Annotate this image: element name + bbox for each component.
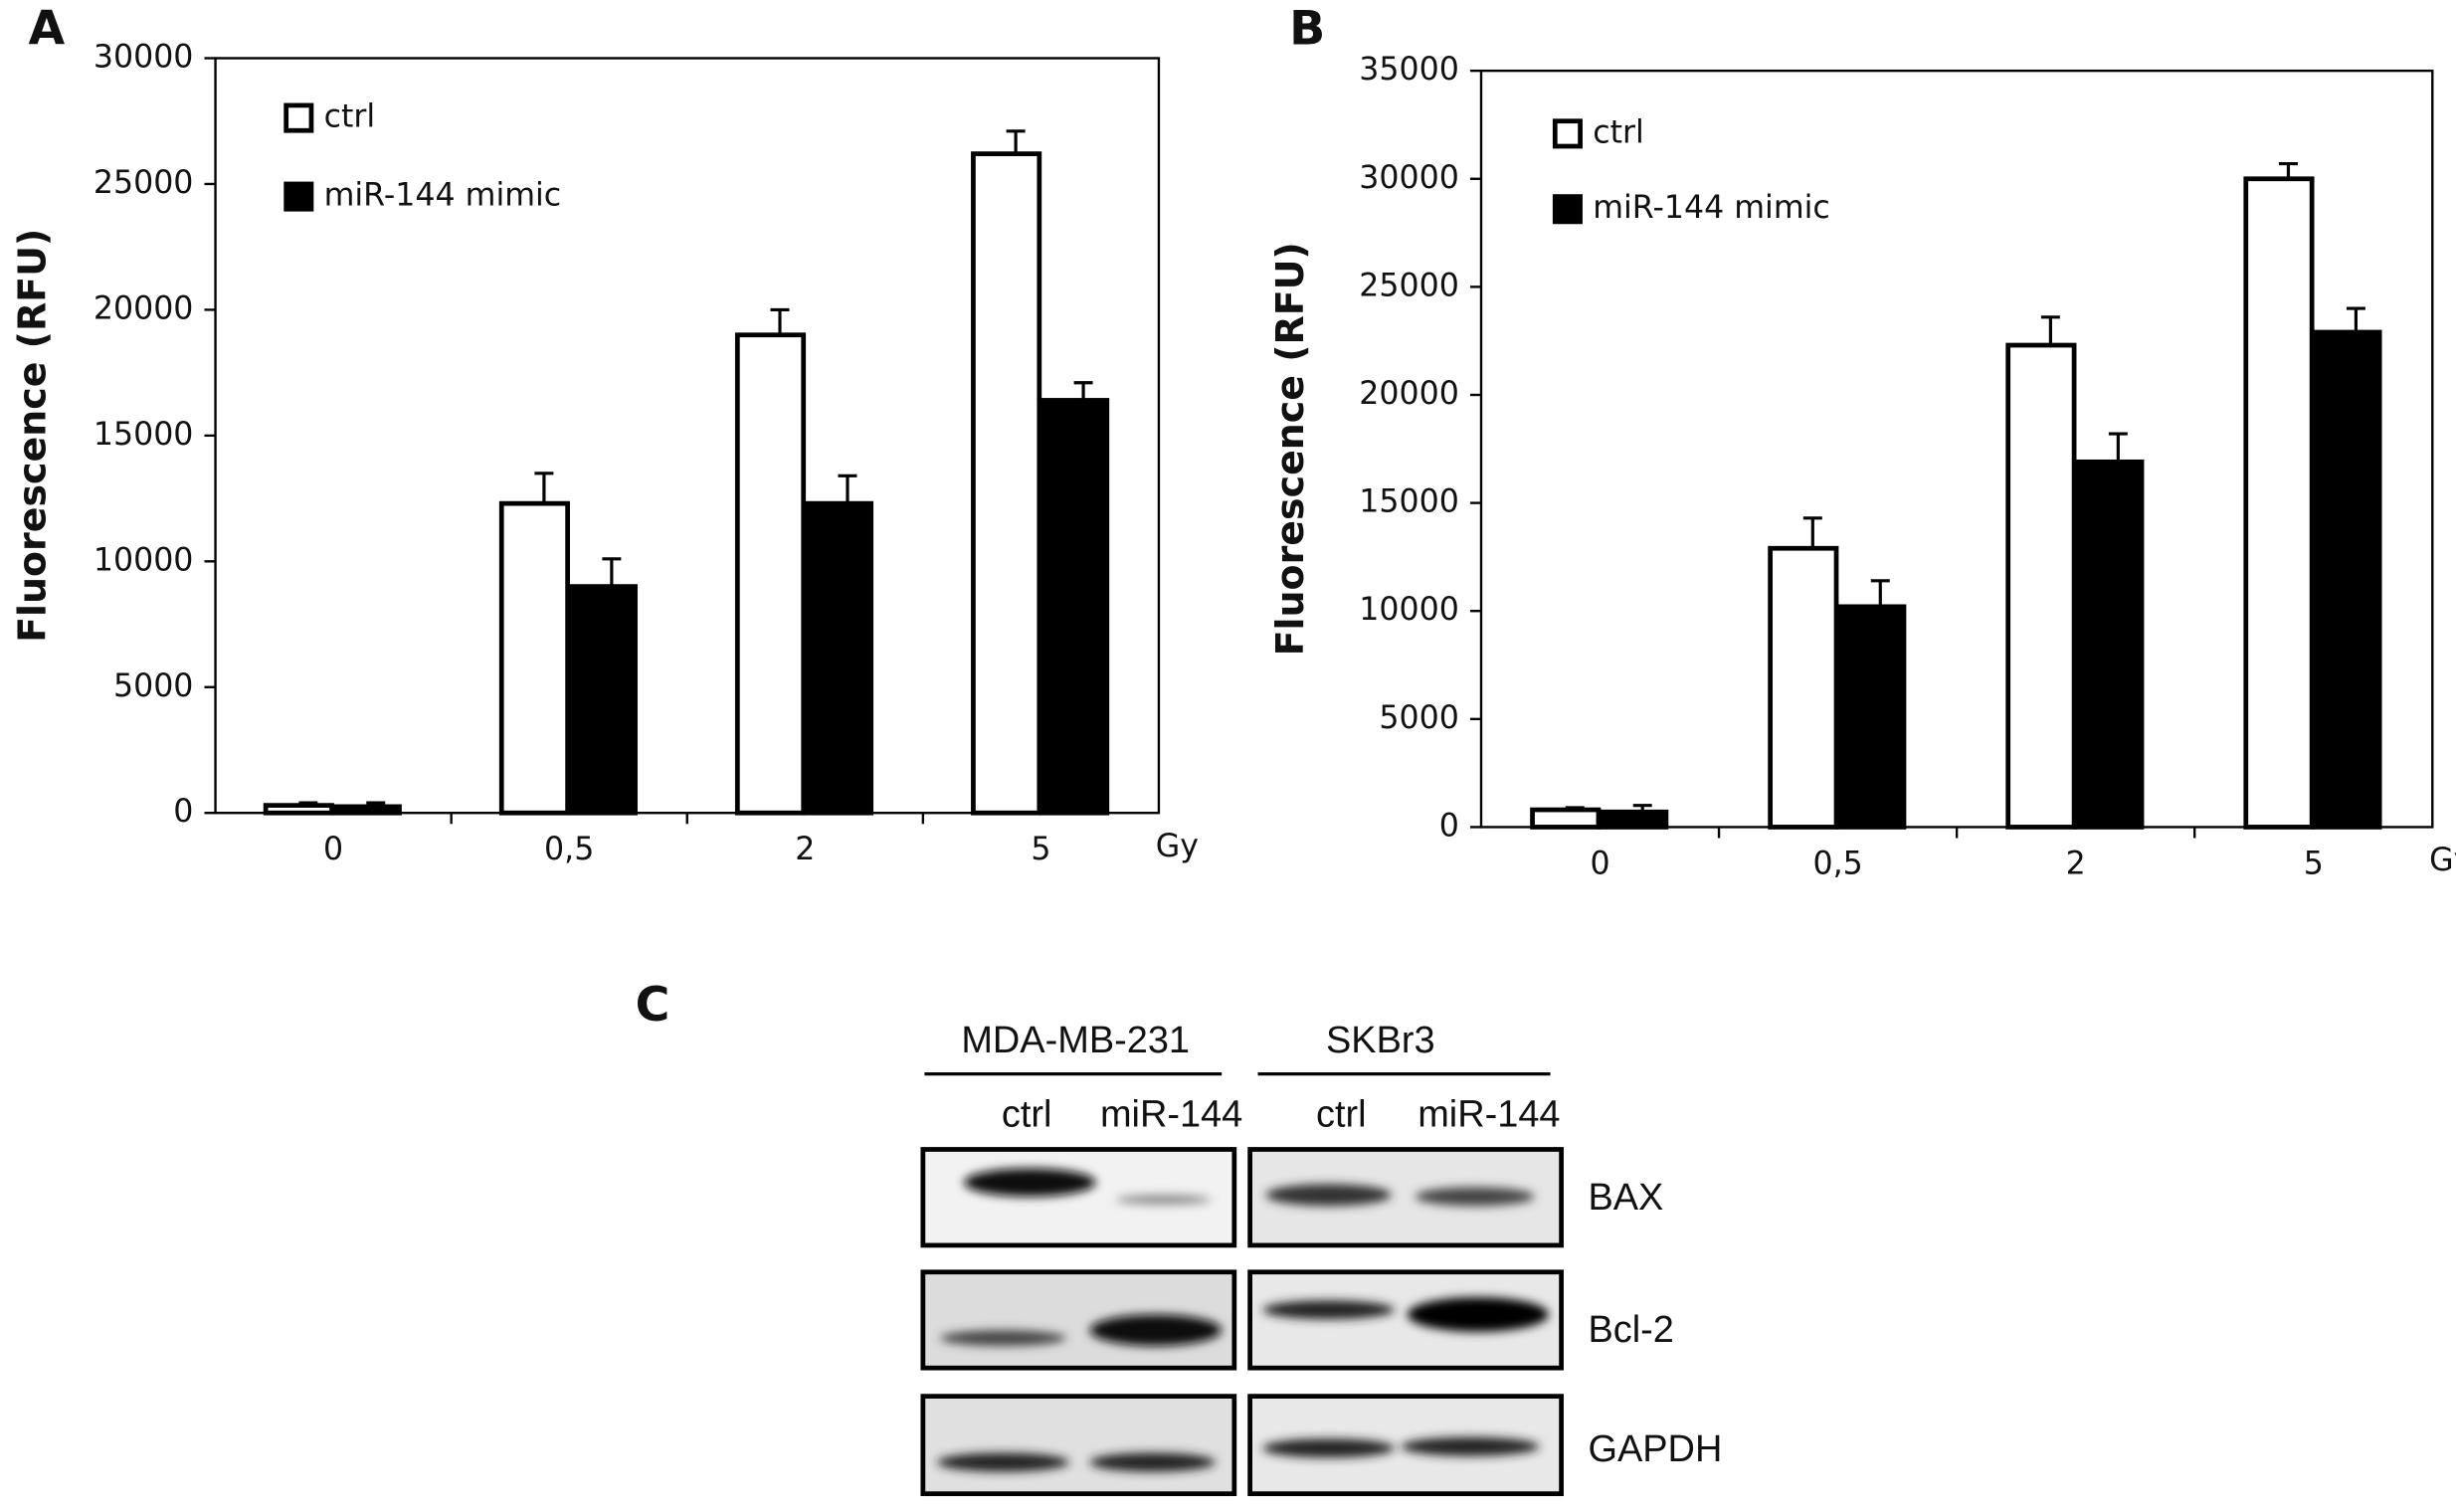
band: [937, 1452, 1069, 1472]
bar: [263, 803, 334, 816]
panel-label: B: [1289, 2, 1325, 57]
error-bar: [1632, 804, 1652, 813]
panel-label: C: [636, 978, 670, 1033]
x-tick-label: 5: [1031, 832, 1050, 867]
y-tick-label: 35000: [1359, 52, 1459, 88]
x-tick-label: 0,5: [544, 832, 594, 867]
western-blot: C MDA-MB-231 SKBr3 ctrl miR-144 ctrl miR…: [636, 978, 1722, 1497]
band: [1415, 1187, 1535, 1207]
legend-label: miR-144 mimic: [324, 178, 562, 214]
x-tick-label: 2: [795, 832, 815, 867]
band: [1401, 1436, 1540, 1456]
row-label: BAX: [1588, 1177, 1663, 1219]
error-bar: [2108, 432, 2128, 463]
band: [1262, 1438, 1396, 1458]
band: [940, 1330, 1066, 1347]
error-bar: [534, 472, 554, 504]
blot-box: [920, 1394, 1237, 1497]
y-tick-label: 10000: [94, 542, 194, 578]
band: [1116, 1195, 1212, 1205]
bar: [1768, 545, 1839, 830]
y-tick-label: 5000: [113, 668, 193, 704]
legend-swatch: [283, 181, 314, 212]
y-tick-label: 15000: [94, 417, 194, 453]
y-tick-label: 10000: [1359, 592, 1459, 628]
error-bar: [2040, 315, 2060, 346]
y-tick-label: 30000: [1359, 160, 1459, 196]
y-tick-label: 20000: [94, 290, 194, 326]
bar: [2073, 459, 2145, 830]
bar: [2005, 342, 2077, 830]
bar: [1039, 398, 1110, 816]
error-bar: [366, 801, 386, 807]
error-bar: [1073, 381, 1093, 401]
row-label: Bcl-2: [1588, 1309, 1673, 1351]
error-bar: [2278, 161, 2298, 179]
lane-label: ctrl: [1002, 1093, 1052, 1135]
y-tick-label: 20000: [1359, 376, 1459, 412]
group-label: SKBr3: [1326, 1020, 1435, 1061]
x-tick-label: 0: [1590, 846, 1609, 881]
error-bar: [838, 473, 857, 504]
x-tick-label: 0,5: [1812, 846, 1862, 881]
group-label: MDA-MB-231: [961, 1020, 1190, 1061]
panel-label: A: [28, 2, 65, 57]
lane-label: miR-144: [1100, 1093, 1242, 1135]
y-tick-label: 25000: [94, 165, 194, 201]
bar: [498, 500, 570, 816]
y-tick-label: 0: [173, 794, 193, 830]
bar: [1598, 809, 1669, 830]
band: [1265, 1184, 1392, 1207]
y-axis-label: Fluorescence (RFU): [10, 229, 54, 643]
band: [1262, 1300, 1396, 1320]
row-label: GAPDH: [1588, 1428, 1722, 1470]
error-bar: [1870, 579, 1890, 607]
legend-label: ctrl: [324, 99, 376, 135]
y-tick-label: 25000: [1359, 268, 1459, 303]
legend-swatch: [1552, 194, 1583, 225]
lane-label: miR-144: [1417, 1093, 1560, 1135]
error-bar: [770, 307, 790, 335]
error-bar: [2346, 306, 2365, 332]
bar: [566, 584, 638, 816]
x-axis-label: Gy: [2429, 843, 2456, 878]
bar: [1530, 807, 1602, 830]
y-tick-label: 5000: [1379, 700, 1458, 736]
band: [963, 1168, 1096, 1197]
legend-swatch: [1552, 118, 1583, 149]
error-bar: [1802, 516, 1822, 549]
x-tick-label: 2: [2066, 846, 2086, 881]
bar: [734, 332, 807, 816]
y-tick-label: 15000: [1359, 484, 1459, 520]
legend-label: ctrl: [1593, 114, 1644, 150]
band: [1089, 1452, 1216, 1472]
bar: [802, 500, 874, 816]
bar: [330, 804, 402, 816]
error-bar: [298, 801, 318, 806]
band: [1089, 1314, 1223, 1347]
error-bar: [602, 557, 622, 587]
bar: [971, 151, 1042, 816]
bar: [2311, 329, 2382, 830]
y-tick-label: 30000: [94, 40, 194, 76]
error-bar: [1006, 129, 1026, 154]
x-tick-label: 0: [323, 832, 343, 867]
legend-label: miR-144 mimic: [1593, 190, 1830, 226]
bar: [1835, 604, 1907, 830]
y-axis-label: Fluorescence (RFU): [1268, 242, 1312, 656]
legend-swatch: [283, 102, 314, 133]
y-tick-label: 0: [1439, 808, 1459, 844]
error-bar: [1565, 806, 1585, 811]
x-tick-label: 5: [2304, 846, 2324, 881]
band: [1407, 1297, 1549, 1332]
bar: [2243, 176, 2315, 830]
x-axis-label: Gy: [1156, 829, 1199, 864]
lane-label: ctrl: [1316, 1093, 1367, 1135]
